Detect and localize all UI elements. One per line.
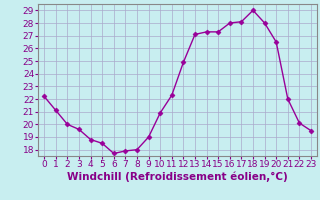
X-axis label: Windchill (Refroidissement éolien,°C): Windchill (Refroidissement éolien,°C) (67, 172, 288, 182)
